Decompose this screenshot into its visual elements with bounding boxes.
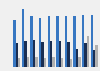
Bar — [70, 59, 72, 67]
Bar — [13, 20, 16, 67]
Bar — [27, 57, 29, 67]
Bar — [41, 42, 44, 67]
Bar — [65, 16, 67, 67]
Bar — [56, 16, 59, 67]
Bar — [52, 57, 55, 67]
Bar — [67, 42, 70, 67]
Bar — [61, 58, 63, 67]
Bar — [50, 41, 52, 67]
Bar — [91, 15, 93, 67]
Bar — [39, 18, 41, 67]
Bar — [24, 41, 27, 67]
Bar — [93, 50, 96, 67]
Bar — [33, 40, 35, 67]
Bar — [59, 41, 61, 67]
Bar — [96, 45, 98, 67]
Bar — [87, 36, 89, 67]
Bar — [84, 43, 87, 67]
Bar — [16, 43, 18, 67]
Bar — [30, 16, 33, 67]
Bar — [44, 58, 46, 67]
Bar — [76, 49, 78, 67]
Bar — [18, 58, 20, 67]
Bar — [78, 57, 81, 67]
Bar — [82, 15, 84, 67]
Bar — [35, 57, 38, 67]
Bar — [73, 16, 76, 67]
Bar — [48, 16, 50, 67]
Bar — [22, 9, 24, 67]
